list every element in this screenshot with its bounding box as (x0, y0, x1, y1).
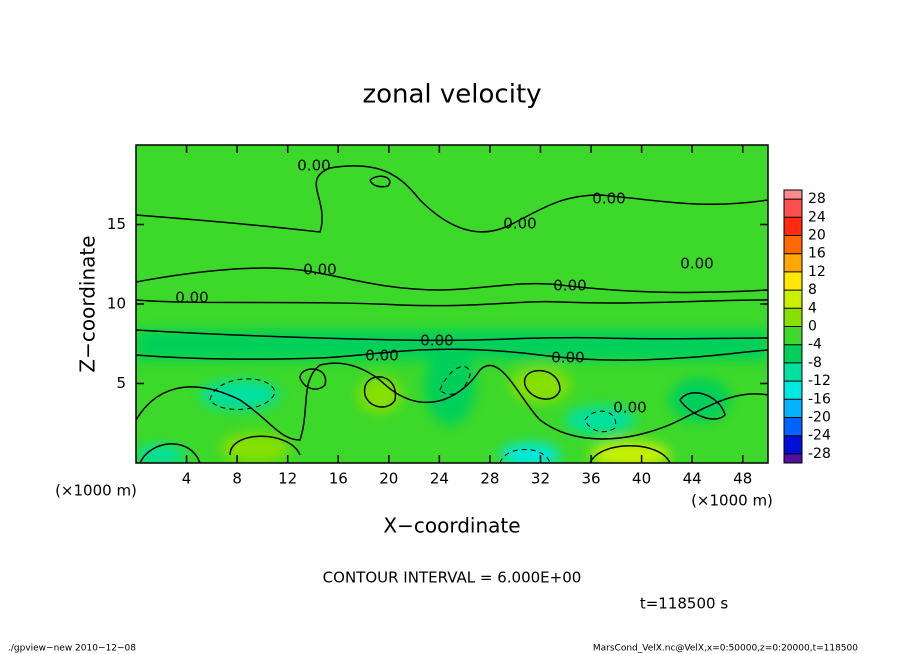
x-axis-label: X−coordinate (383, 514, 520, 538)
colorbar-label: 28 (808, 191, 826, 207)
colorbar-label: -4 (808, 337, 822, 353)
colorbar-swatch (784, 381, 802, 400)
colorbar-label: -16 (808, 391, 831, 407)
contour-label: 0.00 (175, 289, 208, 307)
contour-label: 0.00 (680, 255, 713, 273)
colorbar-label: -20 (808, 410, 831, 426)
colorbar-swatch (784, 326, 802, 345)
contour-label: 0.00 (592, 190, 625, 208)
x-tick-label: 48 (733, 470, 752, 488)
time-label: t=118500 s (640, 595, 728, 613)
colorbar-label: -12 (808, 373, 831, 389)
colorbar-swatch (784, 190, 802, 200)
field (136, 145, 768, 463)
colorbar-swatch (784, 453, 802, 463)
x-tick-label: 20 (379, 470, 398, 488)
colorbar-label: -8 (808, 355, 822, 371)
contour-label: 0.00 (613, 399, 646, 417)
contour-label: 0.00 (420, 332, 453, 350)
colorbar-label: 8 (808, 282, 817, 298)
colorbar-swatch (784, 271, 802, 291)
x-tick-label: 8 (232, 470, 242, 488)
chart-title: zonal velocity (362, 80, 541, 110)
y-tick-label: 5 (116, 374, 126, 392)
contour-label: 0.00 (503, 215, 536, 233)
contour-interval: CONTOUR INTERVAL = 6.000E+00 (323, 569, 582, 587)
y-unit-label: (×1000 m) (55, 482, 137, 500)
colorbar-label: 16 (808, 246, 826, 262)
footer-left: ./gpview−new 2010−12−08 (8, 644, 136, 654)
colorbar-label: -24 (808, 428, 831, 444)
colorbar-swatch (784, 435, 802, 454)
y-tick-label: 15 (107, 215, 126, 233)
footer-right: MarsCond_VelX.nc@VelX,x=0:50000,z=0:2000… (593, 644, 858, 654)
y-axis-label: Z−coordinate (76, 235, 100, 372)
colorbar-label: 0 (808, 319, 817, 335)
x-tick-label: 36 (581, 470, 600, 488)
x-unit-label: (×1000 m) (691, 492, 773, 510)
colorbar-swatch (784, 399, 802, 418)
x-tick-label: 44 (683, 470, 702, 488)
x-tick-label: 40 (632, 470, 651, 488)
x-tick-label: 4 (182, 470, 192, 488)
contour-label: 0.00 (303, 261, 336, 279)
colorbar-label: 4 (808, 300, 817, 316)
contour-label: 0.00 (297, 157, 330, 175)
x-tick-label: 12 (278, 470, 297, 488)
negative-contours (209, 366, 617, 463)
colorbar-swatch (784, 362, 802, 382)
colorbar-label: 24 (808, 209, 826, 225)
contour-label: 0.00 (551, 349, 584, 367)
colorbar-label: -28 (808, 446, 831, 462)
colorbar-swatch (784, 217, 802, 236)
colorbar-label: 20 (808, 228, 826, 244)
y-tick-label: 10 (107, 295, 126, 313)
x-tick-label: 24 (430, 470, 449, 488)
colorbar-swatch (784, 290, 802, 309)
x-tick-label: 16 (329, 470, 348, 488)
colorbar-label: 12 (808, 264, 826, 280)
contour-lines (136, 165, 768, 463)
colorbar-swatch (784, 308, 802, 327)
colorbar-swatch (784, 235, 802, 254)
contour-label: 0.00 (365, 347, 398, 365)
colorbar-swatch (784, 417, 802, 436)
contour-label: 0.00 (553, 277, 586, 295)
colorbar-swatch (784, 253, 802, 272)
x-tick-label: 28 (480, 470, 499, 488)
colorbar-swatch (784, 199, 802, 218)
x-tick-label: 32 (531, 470, 550, 488)
colorbar-swatch (784, 344, 802, 363)
